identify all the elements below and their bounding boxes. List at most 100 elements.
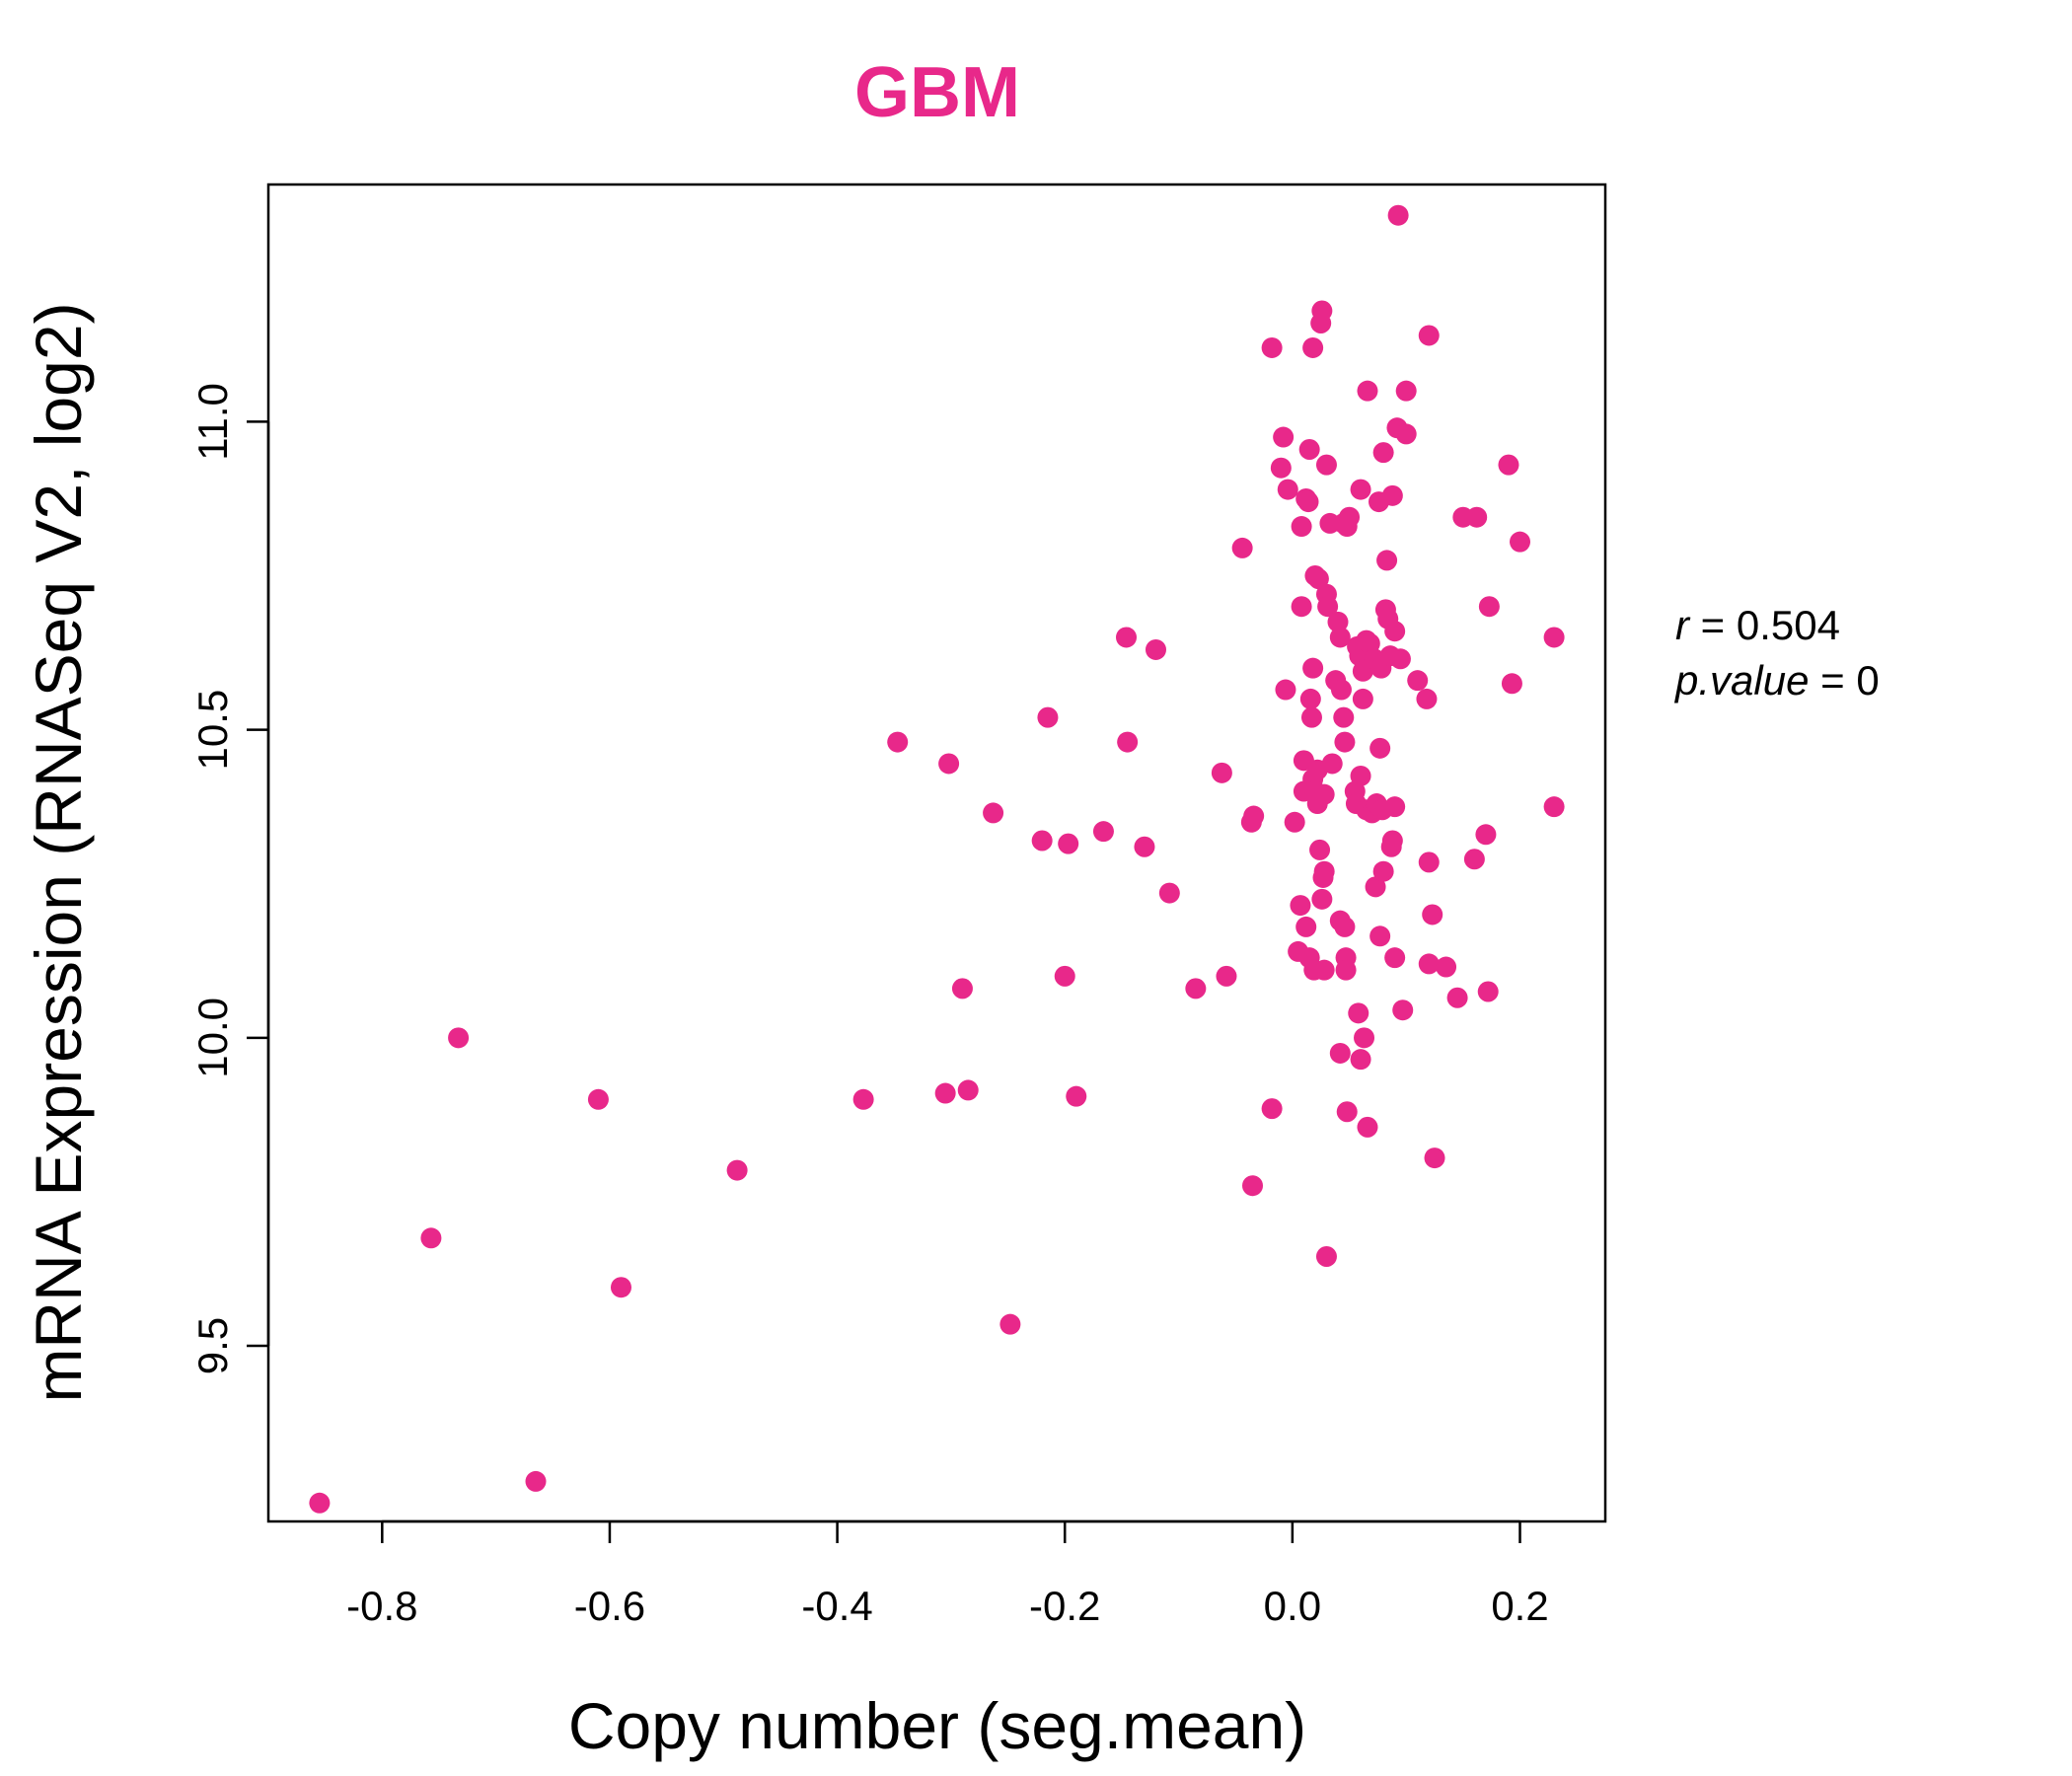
y-tick-label: 11.0 [189, 383, 236, 461]
data-points [309, 204, 1565, 1514]
data-point [1329, 627, 1351, 648]
data-point [1336, 1101, 1358, 1123]
data-point [1275, 679, 1296, 701]
data-point [1384, 947, 1406, 969]
data-point [309, 1492, 331, 1514]
data-point [1339, 506, 1361, 528]
data-point [1501, 673, 1522, 695]
data-point [1329, 1042, 1351, 1064]
data-point [1307, 568, 1329, 590]
data-point [1185, 978, 1207, 999]
data-point [1334, 916, 1356, 937]
correlation-stat: r = 0.504 [1675, 602, 1840, 648]
data-point [957, 1079, 979, 1101]
data-point [983, 802, 1004, 824]
data-point [1335, 959, 1357, 981]
data-point [1302, 657, 1324, 679]
data-point [1092, 821, 1114, 843]
data-point [1424, 1147, 1445, 1169]
data-point [1418, 953, 1440, 975]
data-point [1498, 454, 1519, 476]
data-point [1384, 796, 1406, 818]
data-point [1357, 1116, 1378, 1138]
x-tick-label: 0.2 [1491, 1583, 1548, 1629]
data-point [1261, 1098, 1283, 1120]
x-axis-label: Copy number (seg.mean) [568, 1689, 1306, 1762]
y-axis: 9.5 10.0 10.5 11.0 [189, 383, 270, 1374]
data-point [1145, 638, 1166, 660]
r-symbol: r [1675, 602, 1691, 648]
data-point [726, 1159, 748, 1181]
data-point [587, 1088, 609, 1110]
data-point [1334, 731, 1356, 753]
data-point [1231, 537, 1253, 558]
data-point [1158, 882, 1180, 904]
data-point [448, 1027, 470, 1049]
data-point [1311, 300, 1333, 322]
data-point [1300, 706, 1322, 728]
data-point [1313, 860, 1335, 882]
data-point [1365, 876, 1386, 898]
data-point [1031, 830, 1053, 851]
r-equals: = [1689, 602, 1737, 648]
data-point [1284, 811, 1305, 833]
data-point [1291, 516, 1312, 538]
data-point [1242, 1175, 1264, 1197]
data-point [999, 1313, 1021, 1335]
data-point [1066, 1085, 1087, 1107]
p-value: 0 [1856, 657, 1879, 703]
x-tick-label: -0.6 [574, 1583, 645, 1629]
data-point [1510, 531, 1531, 553]
data-point [1333, 706, 1355, 728]
data-point [1387, 204, 1409, 226]
data-point [1116, 627, 1138, 648]
data-point [1317, 596, 1339, 618]
y-axis-label: mRNA Expression (RNASeq V2, log2) [22, 302, 95, 1402]
data-point [1369, 925, 1391, 947]
data-point [1478, 596, 1500, 618]
data-point [1348, 1002, 1369, 1024]
data-point [1037, 706, 1059, 728]
data-point [1395, 380, 1417, 402]
data-point [1315, 454, 1337, 476]
y-tick-label: 9.5 [189, 1317, 236, 1374]
data-point [1477, 981, 1499, 1002]
data-point [1117, 731, 1139, 753]
data-point [1543, 796, 1565, 818]
data-point [1273, 426, 1295, 448]
data-point [1352, 688, 1373, 709]
data-point [1418, 851, 1440, 873]
data-point [1277, 479, 1298, 500]
data-point [1466, 506, 1488, 528]
data-point [1270, 457, 1292, 479]
data-point [887, 731, 909, 753]
data-point [1392, 999, 1414, 1021]
data-point [1297, 491, 1319, 513]
data-point [1350, 479, 1371, 500]
x-axis: -0.8 -0.6 -0.4 -0.2 0.0 0.2 [346, 1519, 1549, 1629]
data-point [1381, 484, 1403, 506]
data-point [1216, 965, 1237, 987]
x-tick-label: -0.2 [1029, 1583, 1100, 1629]
data-point [1313, 959, 1335, 981]
data-point [1369, 737, 1391, 759]
data-point [1315, 1245, 1337, 1267]
data-point [525, 1470, 547, 1492]
data-point [1416, 688, 1438, 709]
data-point [1302, 336, 1324, 358]
data-point [1372, 442, 1394, 464]
data-point [1422, 904, 1443, 925]
data-point [1298, 439, 1320, 461]
data-point [1395, 423, 1417, 445]
data-point [1321, 753, 1343, 775]
data-point [1389, 648, 1411, 670]
data-point [1357, 380, 1378, 402]
data-point [1311, 888, 1333, 910]
data-point [1243, 805, 1265, 827]
data-point [1376, 550, 1398, 571]
r-value: 0.504 [1737, 602, 1840, 648]
y-tick-label: 10.5 [189, 690, 236, 771]
data-point [1463, 849, 1485, 870]
data-point [1309, 839, 1331, 860]
